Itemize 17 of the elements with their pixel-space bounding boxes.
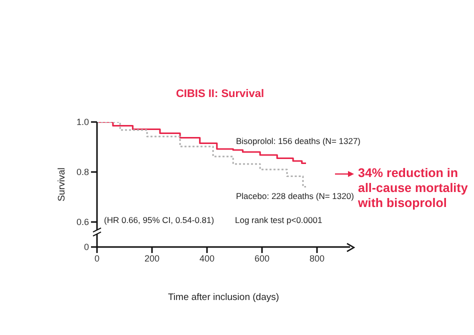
- y-tick-label: 0.6: [76, 217, 89, 228]
- x-tick-label: 200: [144, 253, 160, 264]
- x-tick-label: 800: [309, 253, 325, 264]
- series-label: Bisoprolol: 156 deaths (N= 1327): [236, 136, 361, 146]
- x-axis-title: Time after inclusion (days): [168, 292, 280, 303]
- x-tick-label: 400: [199, 253, 215, 264]
- x-tick-label: 0: [94, 253, 100, 264]
- y-tick-label: 1.0: [76, 117, 89, 128]
- x-tick-label: 600: [254, 253, 270, 264]
- annotation: Log rank test p<0.0001: [235, 215, 322, 225]
- y-axis-title: Survival: [56, 168, 68, 202]
- text: 34% reduction in all-cause mortality with bisoprolol: [358, 166, 468, 211]
- chart-title: CIBIS II: Survival: [174, 88, 266, 100]
- y-tick-label: 0: [84, 242, 89, 252]
- series-label: Placebo: 228 deaths (N= 1320): [236, 191, 354, 201]
- annotation: (HR 0.66, 95% CI, 0.54-0.81): [104, 215, 214, 225]
- y-tick-label: 0.8: [76, 167, 89, 178]
